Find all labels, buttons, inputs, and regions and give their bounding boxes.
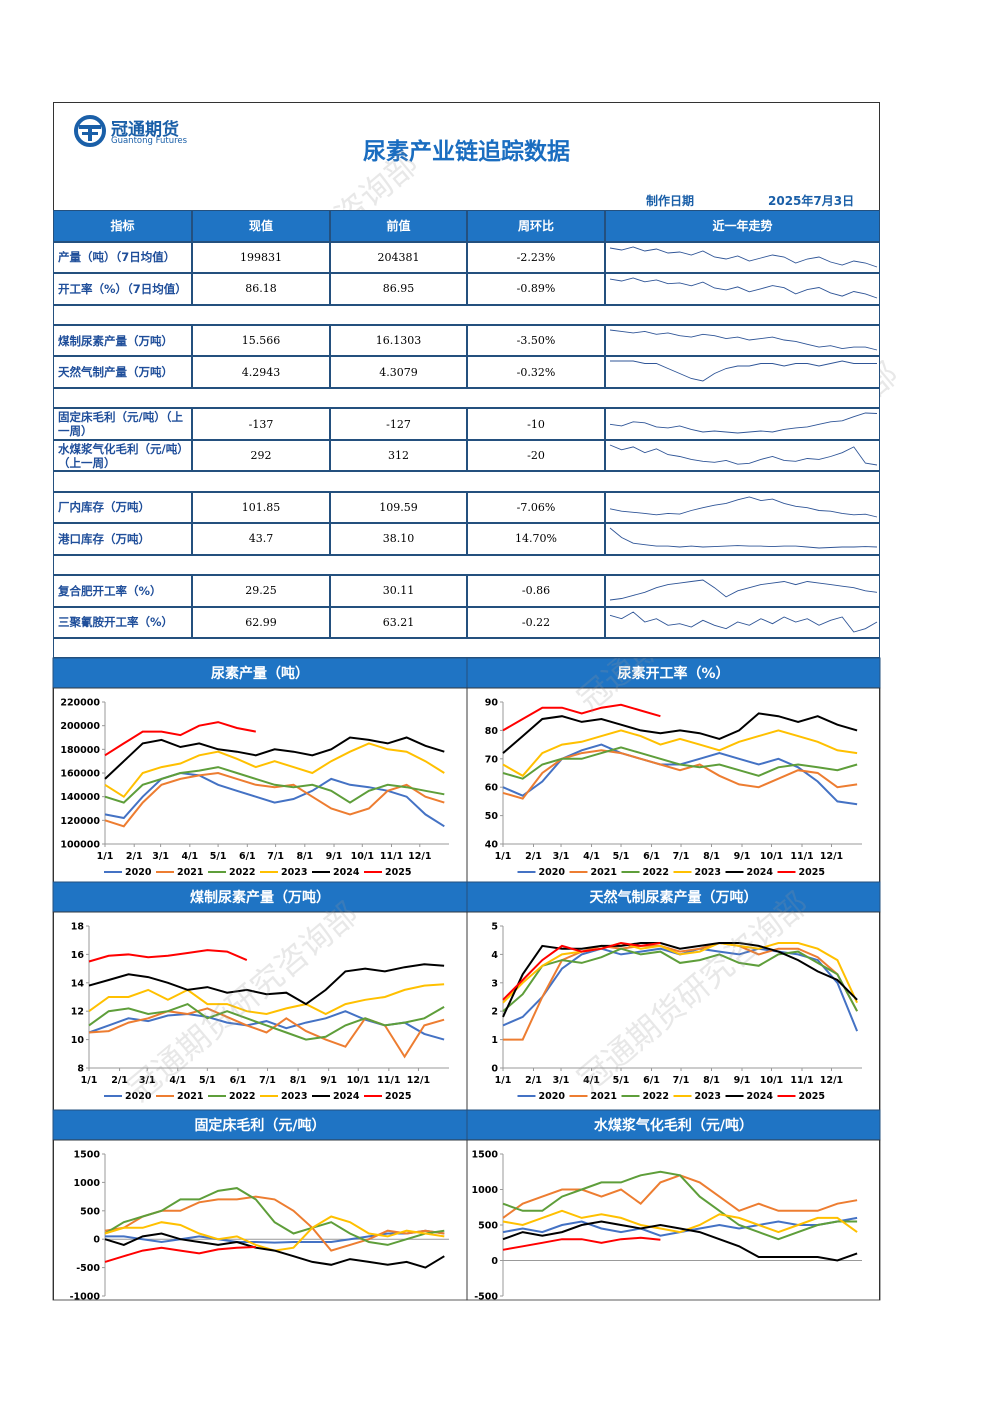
date-label: 制作日期 xyxy=(646,194,695,208)
sparkline-line xyxy=(609,444,878,466)
indicator-label: 厂内库存（万吨） xyxy=(53,491,192,524)
weekly-change: -0.32% xyxy=(467,356,605,388)
weekly-change: -0.22 xyxy=(467,606,605,639)
current-value: 15.566 xyxy=(192,324,330,357)
weekly-change: -3.50% xyxy=(467,324,605,357)
trend-cell xyxy=(605,273,880,305)
previous-value: 63.21 xyxy=(330,606,467,639)
trend-cell xyxy=(605,241,880,273)
logo-icon xyxy=(74,115,106,147)
trend-cell xyxy=(605,408,880,440)
company-name-en: Guantong Futures xyxy=(111,136,188,146)
spacer-row xyxy=(53,387,880,409)
current-value: -137 xyxy=(192,408,330,440)
spacer-row xyxy=(53,638,880,659)
previous-value: 86.95 xyxy=(330,273,467,305)
sparkline-line xyxy=(609,246,878,267)
previous-value: 204381 xyxy=(330,241,467,273)
sparkline xyxy=(609,246,878,267)
company-name: 冠通期货 xyxy=(111,120,179,140)
current-value: 29.25 xyxy=(192,575,330,607)
sparkline xyxy=(610,360,877,382)
indicator-label: 港口库存（万吨） xyxy=(53,523,192,555)
column-header: 前值 xyxy=(330,210,467,242)
current-value: 62.99 xyxy=(192,606,330,639)
previous-value: 30.11 xyxy=(330,575,467,607)
current-value: 4.2943 xyxy=(192,356,330,388)
trend-cell xyxy=(605,575,880,607)
previous-value: 312 xyxy=(330,439,467,472)
indicator-label: 复合肥开工率（%） xyxy=(53,575,192,607)
previous-value: 38.10 xyxy=(330,523,467,555)
trend-cell xyxy=(605,491,880,524)
column-header: 近一年走势 xyxy=(605,210,880,242)
indicator-label: 固定床毛利（元/吨）（上一周） xyxy=(53,408,192,440)
indicator-label: 天然气制产量（万吨） xyxy=(53,356,192,388)
sparkline xyxy=(609,444,878,466)
current-value: 101.85 xyxy=(192,491,330,524)
weekly-change: -20 xyxy=(467,439,605,472)
sparkline xyxy=(609,277,878,299)
page-title: 尿素产业链追踪数据 xyxy=(363,139,570,165)
sparkline xyxy=(609,412,878,434)
weekly-change: 14.70% xyxy=(467,523,605,555)
column-header: 现值 xyxy=(192,210,330,242)
sparkline-line xyxy=(609,579,878,601)
previous-value: 109.59 xyxy=(330,491,467,524)
indicator-label: 三聚氰胺开工率（%） xyxy=(53,606,192,639)
previous-value: 16.1303 xyxy=(330,324,467,357)
trend-cell xyxy=(605,606,880,639)
weekly-change: -10 xyxy=(467,408,605,440)
sparkline-line xyxy=(609,496,878,518)
sparkline xyxy=(609,496,878,518)
current-value: 199831 xyxy=(192,241,330,273)
previous-value: 4.3079 xyxy=(330,356,467,388)
sparkline-line xyxy=(609,329,878,351)
spacer-row xyxy=(53,471,880,492)
sparkline-line xyxy=(610,360,877,382)
sparkline-line xyxy=(609,412,878,434)
indicator-label: 开工率（%）（7日均值） xyxy=(53,273,192,305)
weekly-change: -0.86 xyxy=(467,575,605,607)
sparkline xyxy=(609,611,878,633)
spacer-row xyxy=(53,304,880,325)
trend-cell xyxy=(605,439,880,472)
trend-cell xyxy=(605,523,880,555)
sparkline xyxy=(609,329,878,351)
weekly-change: -2.23% xyxy=(467,241,605,273)
indicator-label: 煤制尿素产量（万吨） xyxy=(53,324,192,357)
previous-value: -127 xyxy=(330,408,467,440)
column-header: 指标 xyxy=(53,210,192,242)
date: 2025年7月3日 xyxy=(768,194,855,208)
sparkline-line xyxy=(609,277,878,299)
current-value: 292 xyxy=(192,439,330,472)
sparkline-line xyxy=(609,527,878,549)
weekly-change: -0.89% xyxy=(467,273,605,305)
current-value: 43.7 xyxy=(192,523,330,555)
trend-cell xyxy=(605,324,880,357)
sparkline xyxy=(609,579,878,601)
trend-cell xyxy=(605,356,880,388)
spacer-row xyxy=(53,554,880,576)
column-header: 周环比 xyxy=(467,210,605,242)
indicator-label: 水煤浆气化毛利（元/吨）（上一周） xyxy=(53,439,192,472)
weekly-change: -7.06% xyxy=(467,491,605,524)
sparkline xyxy=(609,527,878,549)
current-value: 86.18 xyxy=(192,273,330,305)
sparkline-line xyxy=(609,611,878,633)
indicator-label: 产量（吨）（7日均值） xyxy=(53,241,192,273)
